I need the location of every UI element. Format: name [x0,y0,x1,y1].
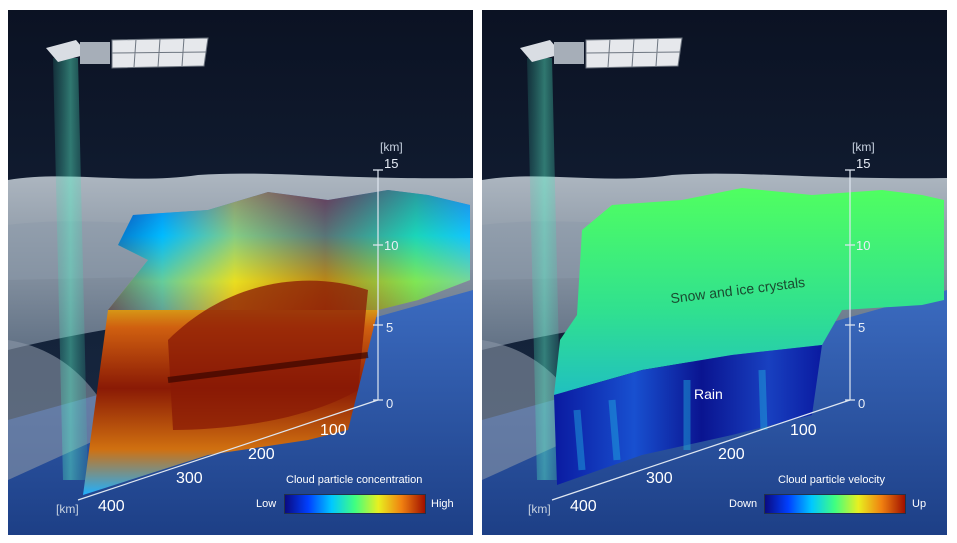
velocity-scene [482,10,947,535]
rain-label: Rain [694,386,723,402]
altitude-tick-10: 10 [856,238,871,253]
altitude-tick-10: 10 [384,238,399,253]
colorbar-low-label: Down [729,498,758,510]
distance-tick-300: 300 [176,470,203,487]
velocity-panel: Snow and ice crystals Rain [km] 15 10 5 … [482,10,947,535]
altitude-unit: [km] [380,140,403,154]
concentration-colorbar [284,494,426,514]
altitude-tick-0: 0 [858,396,866,411]
distance-tick-200: 200 [718,446,745,463]
colorbar-title: Cloud particle velocity [778,474,885,486]
distance-unit: [km] [528,502,551,516]
distance-tick-400: 400 [98,498,125,515]
colorbar-high-label: High [431,498,454,510]
altitude-tick-15: 15 [384,156,399,171]
distance-tick-300: 300 [646,470,673,487]
distance-tick-100: 100 [320,422,347,439]
altitude-tick-0: 0 [386,396,394,411]
altitude-tick-5: 5 [386,320,394,335]
concentration-scene [8,10,473,535]
altitude-unit: [km] [852,140,875,154]
altitude-tick-5: 5 [858,320,866,335]
distance-tick-100: 100 [790,422,817,439]
concentration-panel: [km] 15 10 5 0 100 200 300 400 [km] Clou… [8,10,473,535]
colorbar-high-label: Up [912,498,927,510]
velocity-colorbar [764,494,906,514]
colorbar-title: Cloud particle concentration [286,474,423,486]
distance-tick-400: 400 [570,498,597,515]
distance-unit: [km] [56,502,79,516]
altitude-tick-15: 15 [856,156,871,171]
colorbar-low-label: Low [256,498,277,510]
distance-tick-200: 200 [248,446,275,463]
